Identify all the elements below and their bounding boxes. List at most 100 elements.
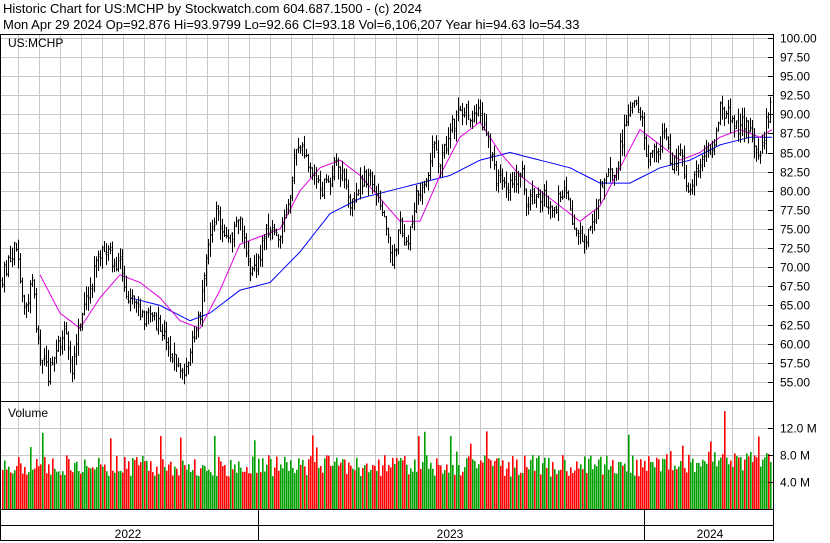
volume-bar [754, 455, 756, 509]
price-bar [509, 173, 512, 201]
price-bar [647, 144, 650, 169]
volume-bar [338, 465, 340, 509]
price-bar [47, 349, 50, 387]
volume-bar [760, 466, 762, 509]
volume-bar [584, 456, 586, 509]
price-bar [753, 128, 756, 159]
price-bar [265, 223, 268, 250]
price-bar [169, 335, 172, 362]
volume-bar [168, 464, 170, 509]
volume-bar [196, 475, 198, 509]
price-bar [619, 133, 622, 171]
volume-bar [146, 460, 148, 509]
price-bar [261, 235, 264, 268]
price-bar [63, 321, 66, 351]
volume-bar [134, 459, 136, 509]
volume-bar [68, 459, 70, 509]
price-bar [293, 148, 296, 185]
volume-bar [432, 468, 434, 509]
volume-bar [20, 463, 22, 509]
volume-bar [160, 435, 162, 509]
volume-bar [604, 464, 606, 509]
price-bar [763, 131, 766, 150]
price-bar [595, 198, 598, 224]
price-bar [93, 256, 96, 293]
volume-bar [262, 458, 264, 509]
volume-bar [188, 464, 190, 509]
volume-bar [4, 460, 6, 509]
price-bar [653, 143, 656, 163]
volume-bar [494, 460, 496, 509]
volume-bar [226, 475, 228, 509]
volume-bar [712, 461, 714, 509]
price-bar [107, 245, 110, 261]
volume-bar [640, 459, 642, 509]
volume-bar [468, 456, 470, 509]
price-bar [527, 196, 530, 215]
price-bar [457, 97, 460, 122]
volume-bar [576, 461, 578, 509]
price-bar [749, 117, 752, 133]
price-bar [449, 123, 452, 149]
volume-bar [636, 459, 638, 509]
volume-bar [324, 458, 326, 509]
volume-bar [322, 472, 324, 509]
price-bar [51, 356, 54, 366]
volume-bar [676, 469, 678, 509]
price-bar [67, 331, 70, 360]
price-bar [295, 149, 298, 166]
price-bar [163, 320, 166, 340]
price-bar [157, 306, 160, 335]
price-bar [323, 178, 326, 200]
price-tick-label: 82.50 [780, 166, 810, 180]
price-bar [27, 294, 30, 313]
price-bar [21, 277, 24, 303]
price-bar [627, 104, 630, 127]
volume-bar [164, 467, 166, 509]
volume-bar [18, 457, 20, 509]
volume-bar [148, 470, 150, 509]
price-tick-label: 85.00 [780, 147, 810, 161]
price-bar [697, 164, 700, 178]
price-bar [505, 171, 508, 199]
volume-bar [88, 467, 90, 509]
volume-bar [710, 441, 712, 509]
price-bar [329, 177, 332, 196]
price-bar [621, 129, 624, 156]
price-bar [277, 234, 280, 248]
price-bar [407, 234, 410, 250]
price-bar [13, 241, 16, 266]
price-bar [661, 123, 664, 153]
price-bar [249, 257, 252, 282]
volume-bar [126, 468, 128, 509]
price-bar [415, 185, 418, 214]
price-bar [281, 217, 284, 244]
price-bar [237, 219, 240, 235]
price-bar [657, 147, 660, 163]
volume-bar [596, 466, 598, 509]
volume-bar [114, 472, 116, 509]
volume-bar [508, 462, 510, 509]
volume-bar [360, 476, 362, 509]
volume-bar [356, 457, 358, 509]
volume-bar [310, 456, 312, 509]
price-bar [659, 136, 662, 160]
price-bar [583, 234, 586, 254]
volume-bar [328, 455, 330, 509]
volume-bar [124, 456, 126, 509]
volume-bar [568, 475, 570, 509]
price-bar [571, 200, 574, 225]
price-bar [43, 348, 46, 366]
volume-bar [690, 462, 692, 509]
volume-bar [656, 457, 658, 509]
volume-bar [438, 464, 440, 509]
price-bar [395, 248, 398, 257]
price-bar [677, 145, 680, 176]
price-bar [9, 245, 12, 263]
price-bar [533, 188, 536, 205]
price-bar [231, 232, 234, 253]
volume-bar [488, 458, 490, 509]
volume-bar [714, 452, 716, 509]
volume-bar [440, 465, 442, 509]
